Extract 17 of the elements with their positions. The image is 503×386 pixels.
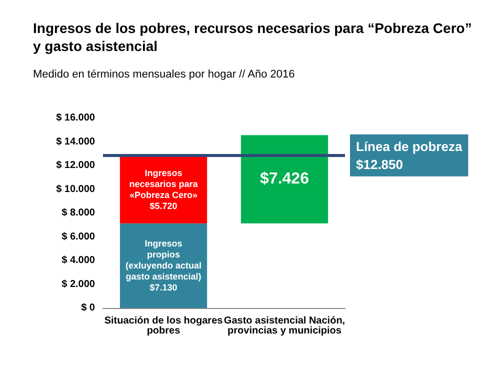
y-tick-label: $ 4.000	[62, 255, 96, 266]
y-tick-label: $ 14.000	[56, 136, 96, 148]
y-tick-label: $ 12.000	[56, 160, 96, 171]
y-tick-label: $ 16.000	[56, 112, 96, 124]
data-label: $7.426	[260, 170, 310, 188]
data-label: Ingresos necesarios para «Pobreza Cero» $5.720	[129, 168, 199, 211]
y-tick-label: $ 8.000	[62, 208, 96, 218]
ref-line-label: Línea de pobreza $12.850	[356, 138, 463, 172]
y-tick-label: $ 0	[81, 302, 96, 314]
chart-title: Ingresos de los pobres, recursos necesarios para “Pobreza Cero” y gasto asistencial	[33, 20, 472, 54]
y-tick-label: $ 2.000	[62, 278, 96, 290]
y-tick-label: $ 10.000	[56, 184, 96, 195]
y-tick-label: $ 6.000	[62, 231, 96, 242]
data-label: Ingresos propios (exluyendo actual gasto asistencial) $7.130	[125, 238, 202, 293]
x-tick-label: Situación de los hogares pobres	[104, 316, 224, 336]
chart-subtitle: Medido en términos mensuales por hogar // Año 2016	[33, 68, 295, 80]
x-tick-label: Gasto asistencial Nación, provincias y municipios	[224, 316, 346, 336]
